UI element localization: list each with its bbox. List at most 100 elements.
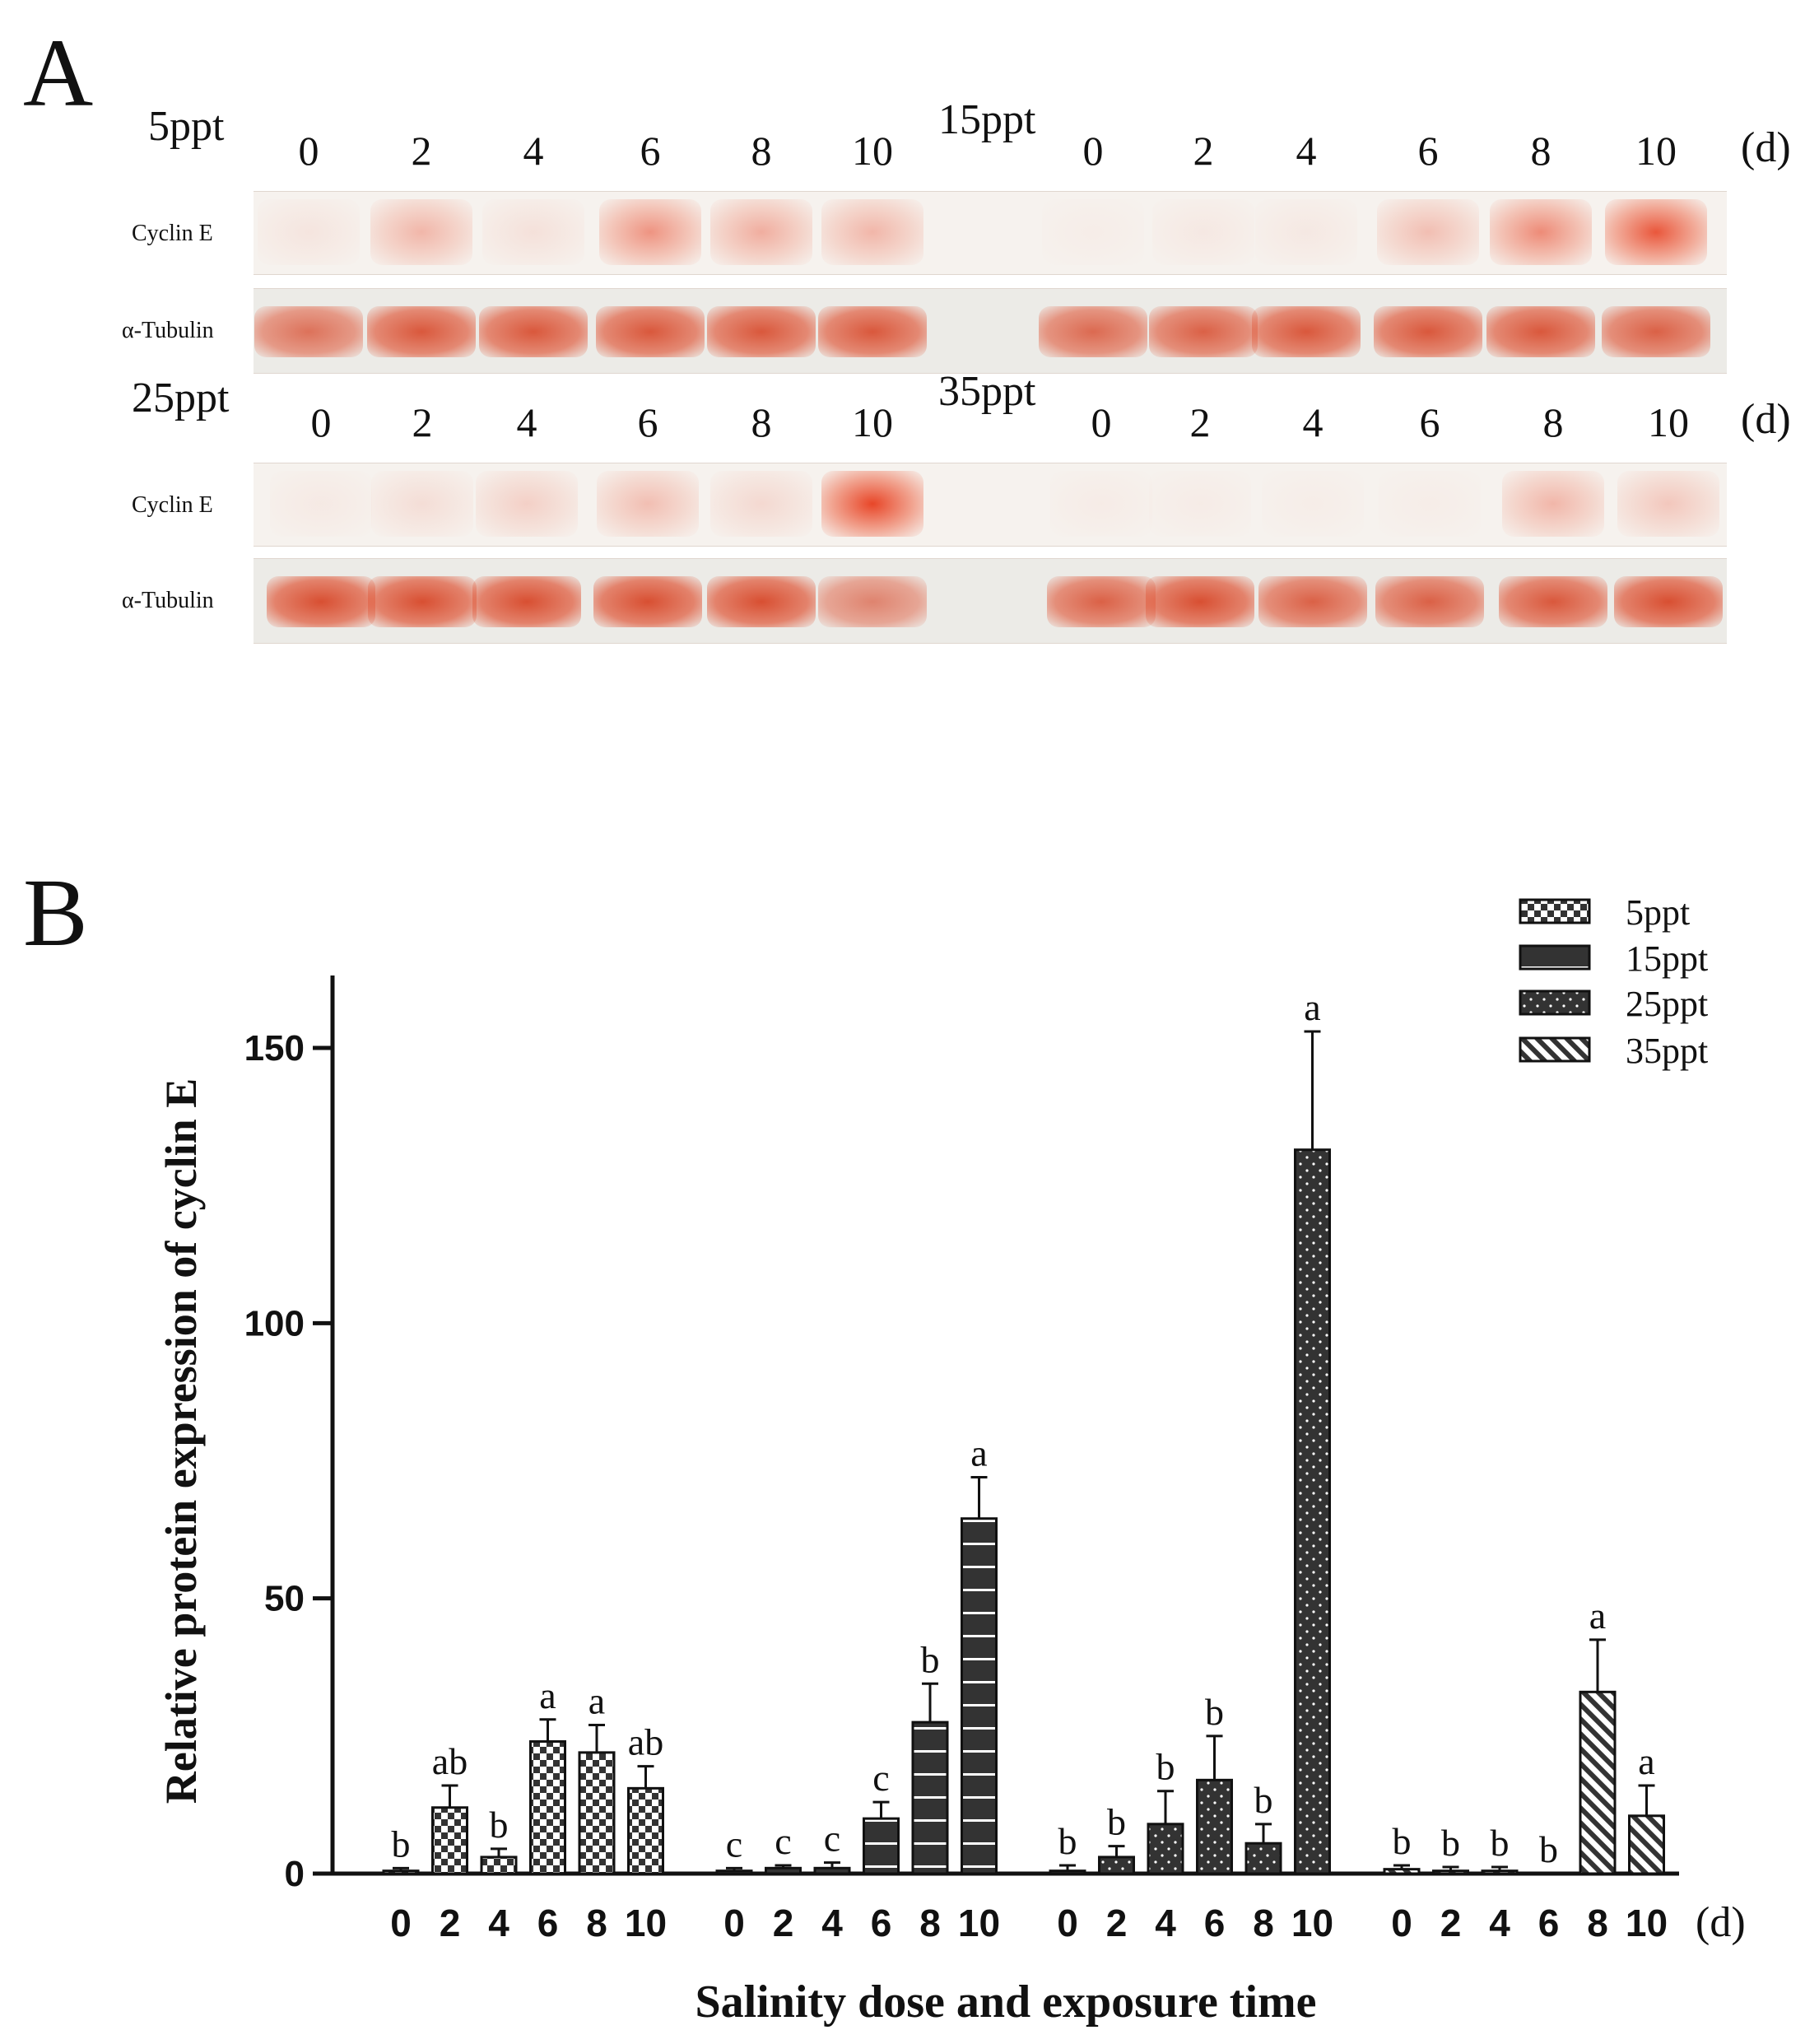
salinity-group-label: 25ppt <box>132 375 230 421</box>
significance-letter: b <box>1393 1820 1412 1862</box>
tubulin-band <box>479 306 588 357</box>
cyclin-e-band <box>482 199 584 265</box>
significance-letter: a <box>1638 1740 1654 1782</box>
lane-day-label: 2 <box>411 128 432 174</box>
legend-label: 25ppt <box>1626 984 1708 1024</box>
x-tick-label: 8 <box>919 1902 941 1944</box>
tubulin-band <box>1602 306 1710 357</box>
y-tick-label: 150 <box>244 1028 305 1069</box>
significance-letter: ab <box>628 1721 663 1763</box>
significance-letter: a <box>1304 986 1320 1028</box>
lane-day-label: 8 <box>751 128 772 174</box>
legend-swatch <box>1519 1036 1591 1063</box>
bar <box>1196 1778 1233 1875</box>
cyclin-e-band <box>597 471 699 537</box>
significance-letter: b <box>921 1638 940 1680</box>
legend-swatch <box>1519 989 1591 1016</box>
x-tick-label: 2 <box>1440 1902 1462 1944</box>
cyclin-e-band <box>476 471 578 537</box>
x-tick-label: 6 <box>1204 1902 1226 1944</box>
legend-swatch <box>1519 898 1591 924</box>
bar <box>480 1855 518 1875</box>
x-tick-label: 0 <box>723 1902 745 1944</box>
x-tick-label: 0 <box>1391 1902 1412 1944</box>
cyclin-e-blot-strip <box>254 191 1727 275</box>
significance-letter: b <box>1539 1828 1558 1870</box>
lane-day-label: 6 <box>640 128 661 174</box>
lane-day-label: 10 <box>852 399 893 445</box>
salinity-group-label: 15ppt <box>938 96 1036 143</box>
x-tick-label: 4 <box>1489 1902 1510 1944</box>
cyclin-e-band <box>1050 471 1152 537</box>
legend-swatch <box>1519 944 1591 971</box>
bar <box>961 1517 998 1875</box>
x-tick-label: 10 <box>625 1902 667 1944</box>
y-tick-label: 100 <box>244 1303 305 1343</box>
tubulin-band <box>472 576 581 627</box>
bar <box>715 1869 753 1875</box>
salinity-group-label: 5ppt <box>148 103 225 150</box>
bar <box>911 1720 949 1875</box>
significance-letter: b <box>1107 1801 1126 1843</box>
significance-letter: b <box>392 1823 411 1865</box>
lane-day-label: 0 <box>1091 399 1112 445</box>
lane-day-label: 2 <box>1193 128 1214 174</box>
x-tick-label: 4 <box>821 1902 843 1944</box>
cyclin-e-row-label: Cyclin E <box>132 492 213 518</box>
bar <box>1432 1869 1469 1875</box>
bar <box>863 1817 900 1875</box>
lane-day-label: 6 <box>1417 128 1439 174</box>
tubulin-band <box>1146 576 1254 627</box>
significance-letter: ab <box>432 1740 468 1782</box>
significance-letter: a <box>970 1432 987 1474</box>
significance-letter: c <box>726 1823 742 1865</box>
tubulin-band <box>1149 306 1258 357</box>
significance-letter: b <box>1491 1822 1510 1864</box>
bar <box>529 1740 566 1875</box>
bar <box>765 1866 802 1875</box>
tubulin-row-label: α-Tubulin <box>122 588 214 613</box>
tubulin-row-label: α-Tubulin <box>122 318 214 343</box>
bar <box>1383 1868 1421 1875</box>
x-tick-label: 8 <box>1587 1902 1608 1944</box>
bar <box>1481 1869 1519 1875</box>
tubulin-band <box>1614 576 1723 627</box>
x-tick-label: 10 <box>958 1902 1000 1944</box>
lane-day-label: 2 <box>1189 399 1211 445</box>
cyclin-e-band <box>710 199 812 265</box>
tubulin-band <box>1374 306 1482 357</box>
legend-label: 35ppt <box>1626 1031 1708 1071</box>
cyclin-e-band <box>258 199 360 265</box>
lane-day-label: 10 <box>852 128 893 174</box>
x-tick-label: 4 <box>488 1902 509 1944</box>
lane-day-label: 8 <box>751 399 772 445</box>
significance-letter: b <box>1254 1779 1273 1821</box>
significance-letter: c <box>824 1818 840 1860</box>
tubulin-band <box>818 576 927 627</box>
cyclin-e-band <box>1377 199 1479 265</box>
tubulin-band <box>1039 306 1147 357</box>
significance-letter: a <box>588 1679 605 1721</box>
bar <box>1244 1841 1282 1875</box>
cyclin-e-band <box>710 471 812 537</box>
x-tick-label: 10 <box>1626 1902 1668 1944</box>
lane-day-label: 0 <box>1082 128 1104 174</box>
lane-day-label: 8 <box>1530 128 1552 174</box>
tubulin-band <box>707 576 816 627</box>
tubulin-band <box>368 576 477 627</box>
cyclin-e-band <box>1490 199 1592 265</box>
tubulin-band <box>1499 576 1607 627</box>
day-unit-label: (d) <box>1741 396 1791 443</box>
cyclin-e-band <box>1262 471 1364 537</box>
lane-day-label: 8 <box>1542 399 1564 445</box>
x-tick-label: 6 <box>1538 1902 1560 1944</box>
cyclin-e-band <box>1152 199 1254 265</box>
cyclin-e-band <box>1617 471 1719 537</box>
lane-day-label: 2 <box>412 399 433 445</box>
cyclin-e-band <box>1255 199 1357 265</box>
cyclin-e-band <box>371 471 473 537</box>
x-tick-label: 4 <box>1155 1902 1176 1944</box>
tubulin-band <box>254 306 363 357</box>
x-tick-label: 8 <box>1253 1902 1274 1944</box>
